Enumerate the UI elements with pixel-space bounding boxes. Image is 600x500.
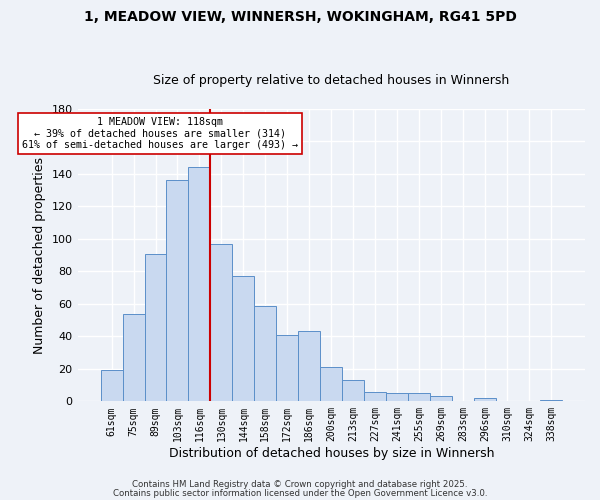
Text: Contains HM Land Registry data © Crown copyright and database right 2025.: Contains HM Land Registry data © Crown c…	[132, 480, 468, 489]
Bar	[364, 392, 386, 402]
Bar	[540, 400, 562, 402]
Text: Contains public sector information licensed under the Open Government Licence v3: Contains public sector information licen…	[113, 490, 487, 498]
Bar	[101, 370, 122, 402]
Y-axis label: Number of detached properties: Number of detached properties	[33, 156, 46, 354]
Bar	[232, 276, 254, 402]
Bar	[254, 306, 277, 402]
Text: 1 MEADOW VIEW: 118sqm
← 39% of detached houses are smaller (314)
61% of semi-det: 1 MEADOW VIEW: 118sqm ← 39% of detached …	[22, 117, 298, 150]
Bar	[342, 380, 364, 402]
Bar	[320, 367, 342, 402]
Bar	[122, 314, 145, 402]
Bar	[145, 254, 166, 402]
Bar	[188, 168, 211, 402]
Bar	[211, 244, 232, 402]
Bar	[430, 396, 452, 402]
Bar	[277, 334, 298, 402]
Bar	[474, 398, 496, 402]
Text: 1, MEADOW VIEW, WINNERSH, WOKINGHAM, RG41 5PD: 1, MEADOW VIEW, WINNERSH, WOKINGHAM, RG4…	[83, 10, 517, 24]
Bar	[298, 332, 320, 402]
Bar	[166, 180, 188, 402]
Bar	[386, 393, 408, 402]
X-axis label: Distribution of detached houses by size in Winnersh: Distribution of detached houses by size …	[169, 447, 494, 460]
Title: Size of property relative to detached houses in Winnersh: Size of property relative to detached ho…	[153, 74, 509, 87]
Bar	[408, 393, 430, 402]
